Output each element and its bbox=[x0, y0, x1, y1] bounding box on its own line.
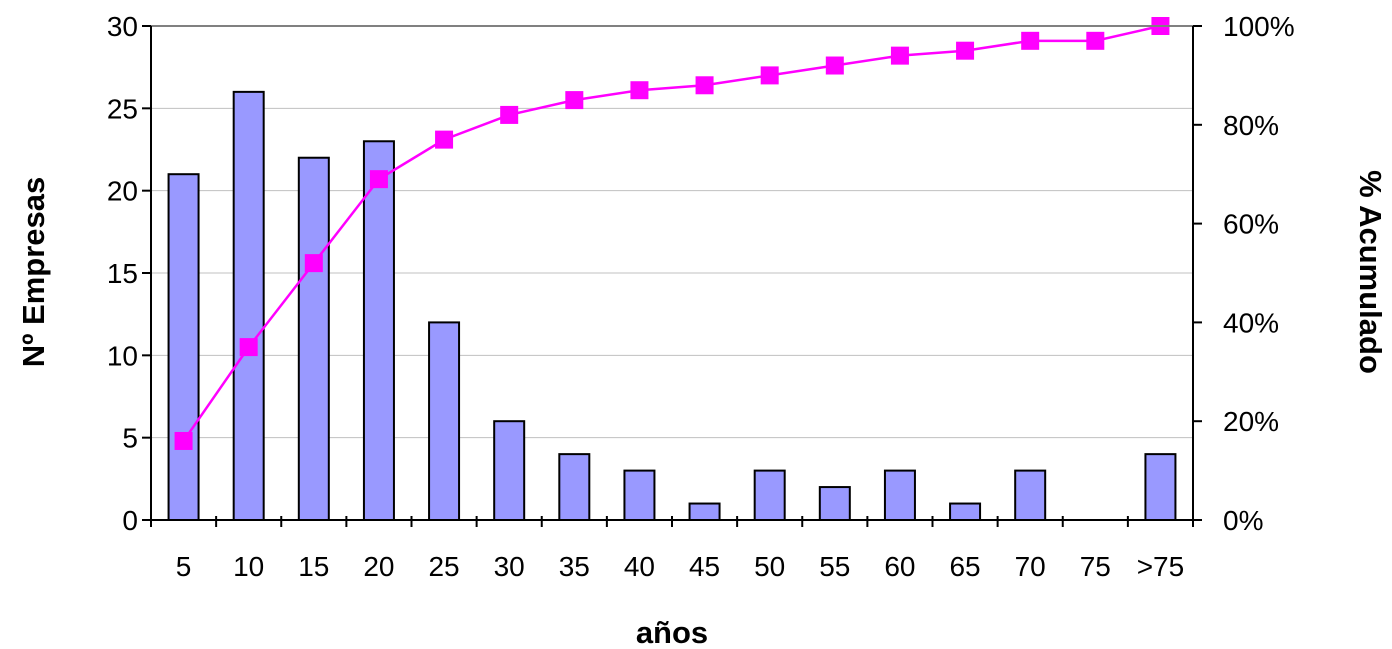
bar bbox=[362, 140, 395, 521]
y2-tick-label: 20% bbox=[1223, 406, 1279, 437]
y-tick-label: 5 bbox=[122, 423, 138, 454]
bar bbox=[949, 502, 982, 521]
line-marker bbox=[760, 66, 779, 85]
line-marker bbox=[304, 254, 323, 273]
bar bbox=[1014, 469, 1047, 522]
line-marker bbox=[695, 76, 714, 95]
line-marker bbox=[630, 81, 649, 100]
bar bbox=[623, 469, 656, 522]
y-tick-label: 25 bbox=[107, 93, 138, 124]
line-marker bbox=[435, 130, 454, 149]
y-tick-label: 20 bbox=[107, 176, 138, 207]
cumulative-line-series bbox=[174, 17, 1170, 450]
line-marker bbox=[890, 46, 909, 65]
bar-series bbox=[167, 90, 1177, 522]
y-tick-label: 30 bbox=[107, 11, 138, 42]
y2-tick-label: 40% bbox=[1223, 307, 1279, 338]
line-marker bbox=[1021, 31, 1040, 50]
y-tick-label: 10 bbox=[107, 340, 138, 371]
cumulative-line bbox=[182, 24, 1161, 442]
y-tick-label: 0 bbox=[122, 505, 138, 536]
bar bbox=[493, 420, 526, 522]
bar bbox=[818, 486, 851, 522]
line-marker bbox=[1086, 31, 1105, 50]
x-tick-label: 20 bbox=[363, 551, 394, 582]
bar bbox=[688, 502, 721, 521]
y2-axis-title: % Acumulado bbox=[1353, 170, 1388, 374]
x-tick-label: 45 bbox=[689, 551, 720, 582]
x-tick-label: >75 bbox=[1137, 551, 1185, 582]
line-marker bbox=[239, 338, 258, 357]
axes bbox=[142, 25, 1202, 527]
bar bbox=[883, 469, 916, 522]
bar bbox=[232, 90, 265, 521]
y-tick-label: 15 bbox=[107, 258, 138, 289]
x-tick-label: 40 bbox=[624, 551, 655, 582]
x-tick-label: 10 bbox=[233, 551, 264, 582]
tick-labels: 0 5 10 15 20 25 30 0% 20% 40% 60% 80% 100% 5 10 15 20 25 3… bbox=[107, 11, 1295, 582]
x-tick-label: 25 bbox=[428, 551, 459, 582]
y-axis-title: Nº Empresas bbox=[16, 177, 51, 368]
bar bbox=[1144, 453, 1177, 521]
bar bbox=[558, 453, 591, 521]
x-tick-label: 50 bbox=[754, 551, 785, 582]
line-marker bbox=[369, 170, 388, 189]
line-marker bbox=[956, 41, 975, 60]
x-tick-label: 65 bbox=[949, 551, 980, 582]
bar bbox=[753, 469, 786, 522]
x-tick-label: 75 bbox=[1080, 551, 1111, 582]
line-marker bbox=[174, 431, 193, 450]
x-tick-label: 30 bbox=[494, 551, 525, 582]
bar bbox=[297, 156, 330, 521]
x-tick-label: 70 bbox=[1015, 551, 1046, 582]
y2-tick-label: 0% bbox=[1223, 505, 1263, 536]
x-tick-label: 35 bbox=[559, 551, 590, 582]
x-tick-label: 55 bbox=[819, 551, 850, 582]
x-axis-title: años bbox=[636, 615, 708, 649]
x-tick-label: 5 bbox=[176, 551, 192, 582]
y2-tick-label: 100% bbox=[1223, 11, 1295, 42]
bar bbox=[428, 321, 461, 521]
bar bbox=[167, 173, 200, 521]
line-marker bbox=[565, 91, 584, 110]
y2-tick-label: 60% bbox=[1223, 209, 1279, 240]
x-tick-label: 60 bbox=[884, 551, 915, 582]
x-tick-label: 15 bbox=[298, 551, 329, 582]
line-marker bbox=[825, 56, 844, 75]
y2-tick-label: 80% bbox=[1223, 110, 1279, 141]
line-marker bbox=[500, 105, 519, 124]
